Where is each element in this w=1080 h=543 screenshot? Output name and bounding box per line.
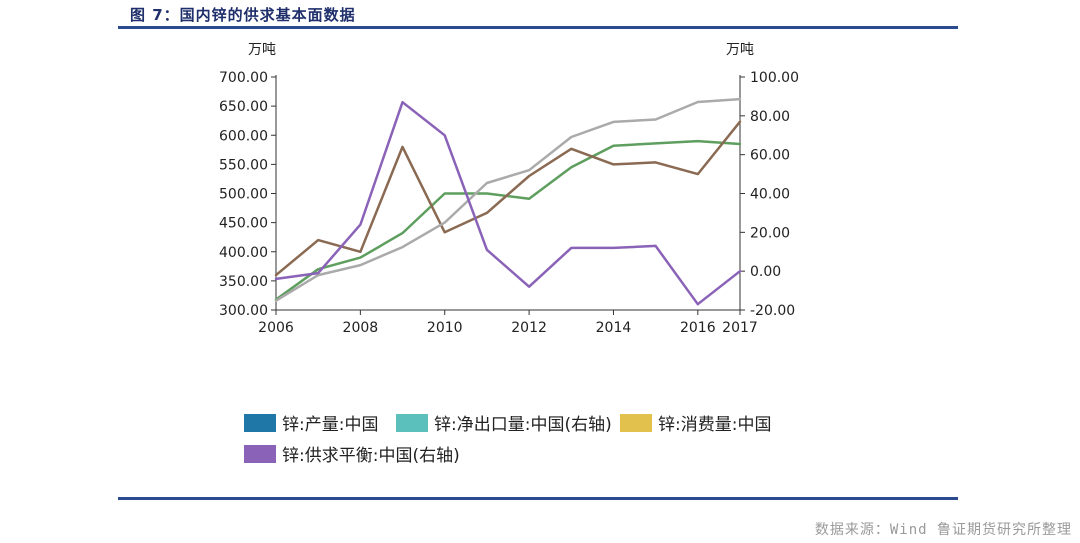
y-right-tick-label: 80.00 [750, 109, 790, 125]
x-tick-label: 2017 [722, 320, 758, 336]
legend-label-consumption: 锌:消费量:中国 [658, 415, 772, 435]
y-left-tick-label: 300.00 [219, 303, 268, 319]
legend-label-balance: 锌:供求平衡:中国(右轴) [282, 446, 460, 466]
right-axis-unit: 万吨 [726, 42, 754, 58]
legend-item-production: 锌:产量:中国 [244, 410, 378, 435]
y-left-tick-label: 400.00 [219, 245, 268, 261]
page-title: 图 7：国内锌的供求基本面数据 [130, 6, 356, 24]
legend-swatch-production [244, 413, 276, 432]
consumption-line [274, 97, 742, 302]
y-left-tick-label: 500.00 [219, 187, 268, 203]
legend-swatch-net-import [396, 413, 428, 432]
x-tick-label: 2014 [596, 320, 632, 336]
y-right-tick-label: 100.00 [750, 70, 799, 86]
legend-label-net-import: 锌:净出口量:中国(右轴) [434, 415, 612, 435]
x-tick-label: 2012 [511, 320, 547, 336]
y-right-tick-label: 20.00 [750, 225, 790, 241]
y-left-tick-label: 650.00 [219, 99, 268, 115]
production-line [274, 139, 742, 301]
x-tick-label: 2008 [343, 320, 379, 336]
y-right-tick-label: 60.00 [750, 148, 790, 164]
y-right-tick-label: -20.00 [750, 303, 795, 319]
zinc-chart: 万吨 万吨 700.00 650.00 600.00 550.00 500.00 450.… [219, 42, 799, 336]
bottom-divider [118, 497, 958, 500]
balance-line [274, 100, 742, 306]
x-tick-label: 2016 [680, 320, 716, 336]
y-left-tick-label: 550.00 [219, 157, 268, 173]
left-axis-unit: 万吨 [248, 42, 276, 58]
legend-swatch-balance [244, 444, 276, 463]
legend-swatch-consumption [620, 413, 652, 432]
legend-item-consumption: 锌:消费量:中国 [620, 410, 771, 435]
y-left-tick-label: 350.00 [219, 274, 268, 290]
source-note: 数据来源：Wind 鲁证期货研究所整理 [814, 522, 1072, 538]
legend-item-balance: 锌:供求平衡:中国(右轴) [244, 441, 460, 466]
y-right-tick-label: 40.00 [750, 187, 790, 203]
legend-label-production: 锌:产量:中国 [282, 415, 379, 435]
y-left-tick-label: 600.00 [219, 128, 268, 144]
y-right-tick-label: 0.00 [750, 264, 781, 280]
x-tick-label: 2006 [258, 320, 294, 336]
x-tick-label: 2010 [427, 320, 463, 336]
top-divider [118, 26, 958, 29]
y-left-tick-label: 700.00 [219, 70, 268, 86]
net-import-line [274, 120, 742, 277]
legend-item-net-import: 锌:净出口量:中国(右轴) [396, 410, 612, 435]
y-left-tick-label: 450.00 [219, 216, 268, 232]
